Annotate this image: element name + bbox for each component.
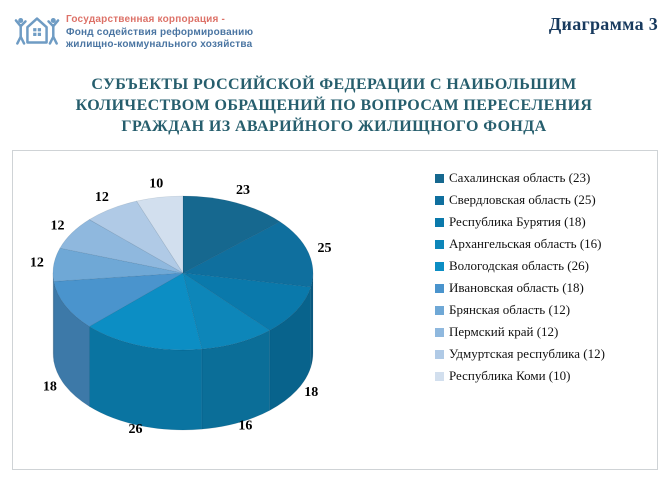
- legend-label: Архангельская область (16): [449, 236, 602, 251]
- pie-slice: [53, 272, 184, 327]
- pie-data-label: 10: [149, 177, 163, 192]
- legend-item: Удмуртская республика (12): [435, 343, 655, 365]
- pie-data-label: 23: [236, 183, 250, 198]
- diagram-number-label: Диаграмма 3: [548, 14, 658, 34]
- pie-data-label: 26: [129, 422, 143, 437]
- pie-slice: [182, 272, 271, 350]
- pie-data-label: 18: [43, 380, 57, 395]
- legend-label: Республика Бурятия (18): [449, 214, 586, 229]
- legend-label: Республика Коми (10): [449, 368, 571, 383]
- page-title-line-3: ГРАЖДАН ИЗ АВАРИЙНОГО ЖИЛИЩНОГО ФОНДА: [121, 118, 547, 135]
- page-title-line-1: СУБЪЕКТЫ РОССИЙСКОЙ ФЕДЕРАЦИИ С НАИБОЛЬШ…: [91, 76, 577, 93]
- pie-data-label: 16: [238, 419, 252, 434]
- legend-swatch-icon: [435, 195, 444, 205]
- pie-slice-side: [53, 281, 90, 407]
- fund-logo: Государственная корпорация - Фонд содейс…: [14, 10, 253, 52]
- legend-swatch-icon: [435, 305, 444, 315]
- legend-label: Сахалинская область (23): [449, 170, 591, 185]
- legend-item: Свердловская область (25): [435, 189, 655, 211]
- pie-data-label: 12: [30, 255, 44, 270]
- page-title: СУБЪЕКТЫ РОССИЙСКОЙ ФЕДЕРАЦИИ С НАИБОЛЬШ…: [0, 74, 668, 137]
- fund-logo-text: Государственная корпорация - Фонд содейс…: [66, 10, 253, 52]
- legend-label: Брянская область (12): [449, 302, 571, 317]
- pie-slice: [136, 195, 184, 275]
- legend-swatch-icon: [435, 283, 444, 293]
- legend-swatch-icon: [435, 217, 444, 227]
- pie-slice: [88, 272, 203, 351]
- pie-slice: [182, 272, 312, 331]
- chart-panel: 23 25 18 16 26 18 12 12 12 10 Сахалинская область…: [12, 150, 658, 470]
- pie-slice: [88, 200, 184, 274]
- chart-legend: Сахалинская область (23) Свердловская обл…: [435, 167, 655, 387]
- pie-slice: [59, 219, 184, 274]
- legend-swatch-icon: [435, 261, 444, 271]
- pie-chart: 23 25 18 16 26 18 12 12 12 10: [30, 177, 332, 437]
- legend-swatch-icon: [435, 239, 444, 249]
- legend-item: Ивановская область (18): [435, 277, 655, 299]
- pie-slice: [181, 221, 314, 288]
- legend-item: Брянская область (12): [435, 299, 655, 321]
- legend-item: Республика Бурятия (18): [435, 211, 655, 233]
- legend-label: Свердловская область (25): [449, 192, 596, 207]
- logo-line-2: Фонд содействия реформированию: [66, 26, 254, 38]
- logo-line-1: Государственная корпорация -: [66, 14, 226, 25]
- pie-slice: [182, 195, 281, 274]
- page-title-line-2: КОЛИЧЕСТВОМ ОБРАЩЕНИЙ ПО ВОПРОСАМ ПЕРЕСЕ…: [75, 97, 593, 114]
- legend-label: Ивановская область (18): [449, 280, 584, 295]
- legend-swatch-icon: [435, 173, 444, 183]
- legend-label: Пермский край (12): [449, 324, 559, 339]
- legend-label: Удмуртская республика (12): [449, 346, 605, 361]
- pie-slice-side: [52, 272, 55, 362]
- legend-swatch-icon: [435, 327, 444, 337]
- legend-item: Архангельская область (16): [435, 233, 655, 255]
- legend-item: Сахалинская область (23): [435, 167, 655, 189]
- legend-swatch-icon: [435, 371, 444, 381]
- pie-data-label: 12: [51, 218, 65, 233]
- legend-swatch-icon: [435, 349, 444, 359]
- legend-item: Республика Коми (10): [435, 365, 655, 387]
- legend-label: Вологодская область (26): [449, 258, 589, 273]
- logo-line-3: жилищно-коммунального хозяйства: [66, 39, 253, 50]
- pie-data-label: 18: [304, 385, 318, 400]
- house-people-icon: [14, 17, 60, 45]
- legend-item: Пермский край (12): [435, 321, 655, 343]
- pie-data-label: 25: [318, 241, 332, 256]
- legend-item: Вологодская область (26): [435, 255, 655, 277]
- header: Государственная корпорация - Фонд содейс…: [0, 0, 668, 62]
- pie-slice: [52, 247, 184, 282]
- pie-data-label: 12: [95, 190, 109, 205]
- pie-slice-side: [310, 272, 314, 368]
